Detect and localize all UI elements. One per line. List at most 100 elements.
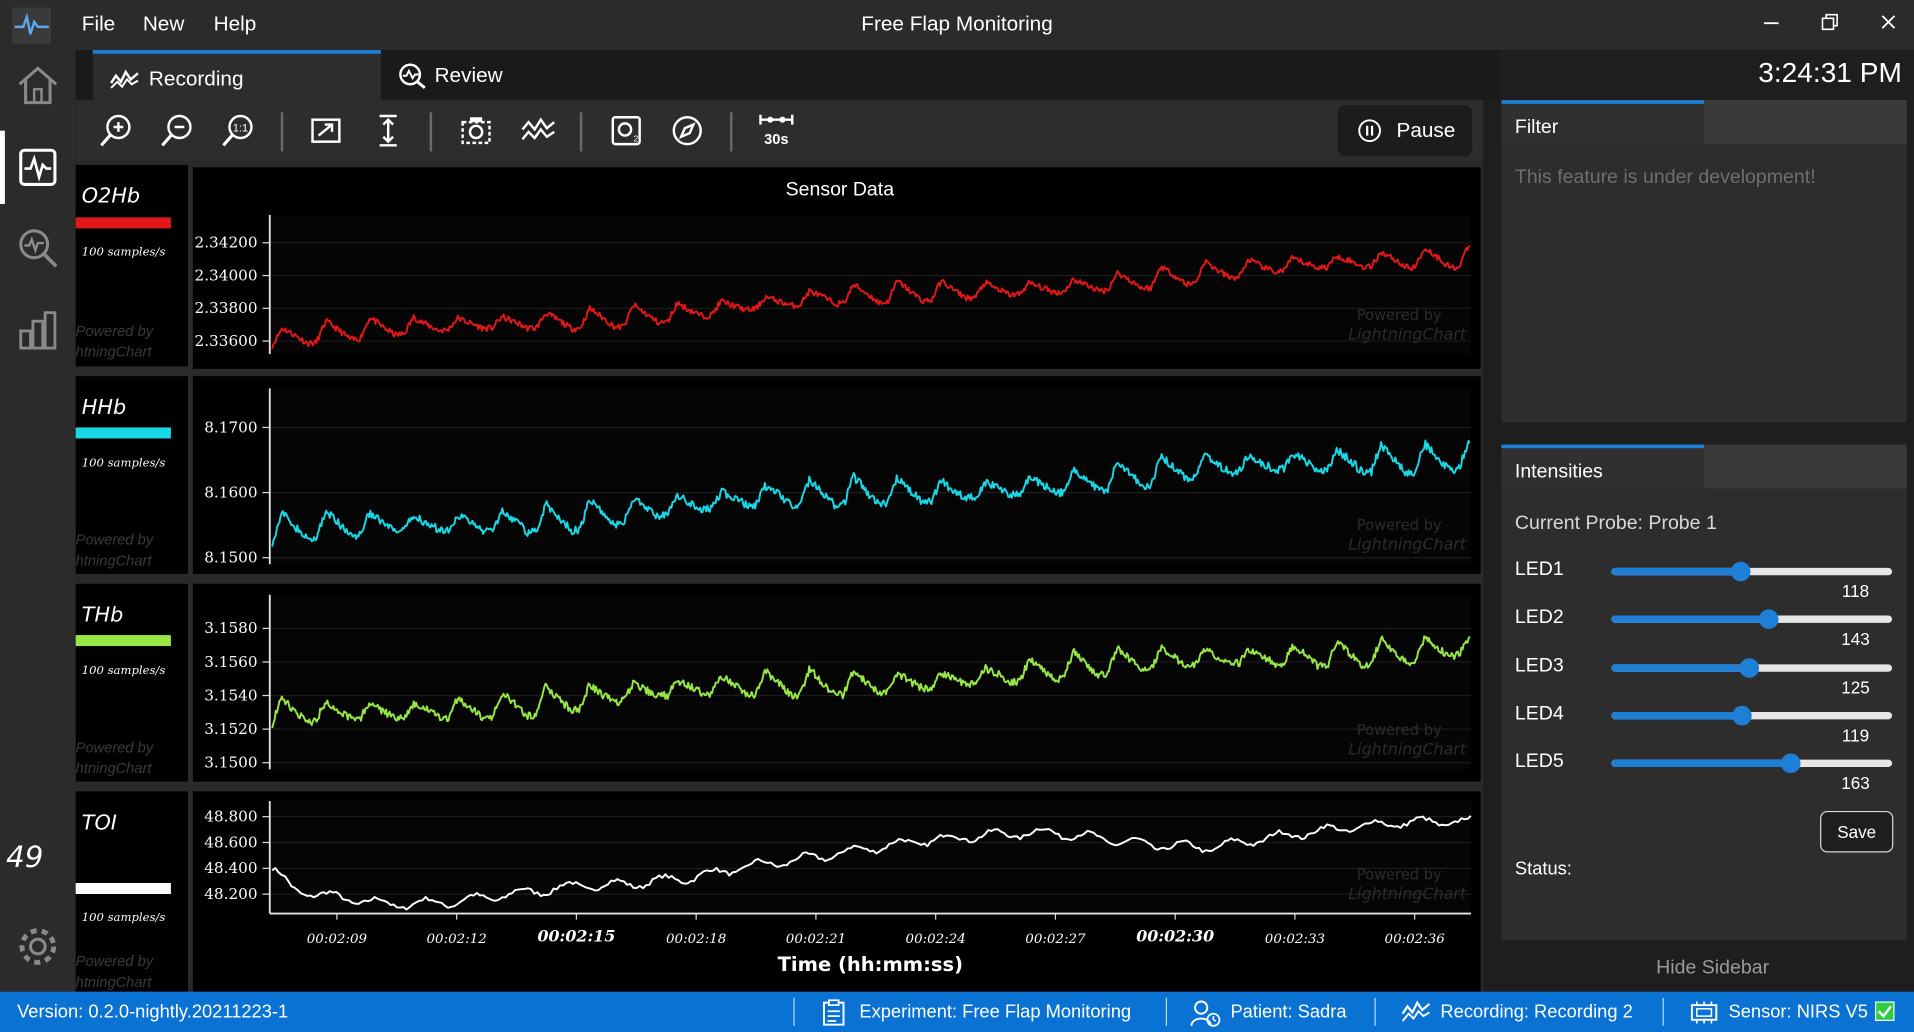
hhb-y-tick-label: 8.1700 [204,418,257,436]
zoom-reset-icon[interactable]: 1:1 [220,112,257,149]
led4-slider[interactable] [1611,705,1893,726]
save-button[interactable]: Save [1820,810,1894,853]
o2hb-rate: 100 samples/s [81,245,166,259]
o2hb-y-tick-label: 2.33600 [195,332,258,350]
svg-text:1:1: 1:1 [233,122,248,134]
tab-review[interactable]: Review [381,50,552,100]
settings-gear-icon[interactable] [15,923,61,969]
toi-y-tick-label: 48.800 [204,808,257,826]
filter-title: Filter [1514,117,1559,139]
watermark-left: Powered by htningChart [75,952,154,991]
intensities-panel: Intensities Current Probe: Probe 1 Save … [1501,444,1907,941]
time-window-icon[interactable]: 30s [757,112,796,151]
o2hb-series-line [271,244,1471,350]
o2hb-watermark-line2: LightningChart [1348,325,1466,344]
compass-icon[interactable] [669,112,706,149]
toi-rate: 100 samples/s [81,911,166,925]
title-bar: File New Help Free Flap Monitoring [0,0,1914,51]
menu-file[interactable]: File [81,12,116,36]
toolbar-separator [579,112,583,152]
x-tick-label: 00:02:12 [427,932,487,947]
led3-slider-fill [1611,663,1749,672]
led1-slider-thumb[interactable] [1731,561,1751,582]
home-icon[interactable] [15,62,61,108]
filter-message: This feature is under development! [1514,167,1816,189]
x-tick-label: 00:02:27 [1025,932,1086,947]
led1-label: LED1 [1514,559,1564,581]
monitor-icon[interactable] [15,144,61,190]
o2hb-plot-area [269,214,1471,355]
led2-slider[interactable] [1611,609,1893,630]
tab-recording[interactable]: Recording [92,50,381,101]
close-button[interactable] [1870,12,1907,38]
bar-chart-icon[interactable] [15,307,61,353]
minimize-icon [1763,22,1779,25]
minimize-button[interactable] [1753,12,1790,38]
version-label: Version: 0.2.0-nightly.20211223-1 [17,1001,289,1023]
x-tick-label: 00:02:21 [786,932,846,947]
status-separator [793,997,795,1026]
fit-view-icon[interactable] [308,112,345,149]
led3-slider-thumb[interactable] [1739,657,1759,678]
time-window-label: 30s [764,132,788,148]
thb-y-tick-label: 3.1580 [204,619,257,637]
x-tick-label: 00:02:36 [1385,932,1446,947]
o2hb-label: O2Hb [81,184,141,209]
x-tick-label: 00:02:24 [906,932,966,947]
sensor-chip-icon [1690,1001,1718,1024]
led2-slider-thumb[interactable] [1758,609,1779,630]
toi-label: TOI [81,810,117,836]
x-tick-label: 00:02:30 [1136,927,1214,946]
x-tick-label: 00:02:18 [666,932,727,947]
o2-sensor-icon[interactable]: 2 [608,112,645,149]
restore-icon [1821,13,1838,31]
led4-label: LED4 [1514,703,1564,725]
led4-value: 119 [1841,725,1870,745]
toi-y-tick-label: 48.200 [204,885,257,903]
clipboard-icon [822,999,845,1026]
thb-legend-card: THb 100 samples/s Powered by htningChart [75,583,188,782]
thb-watermark-line1: Powered by [1357,722,1442,739]
pause-icon [1358,119,1381,143]
app-logo-icon [12,7,52,44]
toolbar-separator [429,112,433,152]
patient-label: Patient: Sadra [1230,1001,1347,1023]
led2-slider-fill [1611,615,1769,624]
zoom-out-icon[interactable] [159,112,196,149]
menu-new[interactable]: New [142,12,185,36]
sensor-ok-icon [1874,1001,1895,1022]
toi-watermark-line1: Powered by [1357,866,1442,883]
led4-slider-thumb[interactable] [1732,705,1753,726]
restore-button[interactable] [1812,12,1849,38]
toi-series-line [271,815,1472,911]
intensities-tab[interactable]: Intensities [1501,444,1705,489]
thb-watermark-line2: LightningChart [1348,740,1466,759]
waveform-icon[interactable] [520,112,557,149]
thb-plot-area [269,594,1471,770]
led1-slider[interactable] [1611,561,1893,582]
zoom-in-icon[interactable] [98,112,135,149]
intensities-tab-filler [1704,444,1907,489]
x-tick-label: 00:02:33 [1265,932,1325,947]
menu-help[interactable]: Help [213,12,257,36]
status-label: Status: [1514,858,1572,880]
hhb-legend-card: HHb 100 samples/s Powered by htningChart [75,376,188,575]
screenshot-icon[interactable] [458,112,495,149]
filter-tab[interactable]: Filter [1501,100,1705,145]
led3-slider[interactable] [1611,657,1893,678]
toi-plot-area [269,801,1471,914]
led5-slider[interactable] [1611,753,1893,774]
hhb-label: HHb [81,395,127,421]
watermark-left: Powered by htningChart [75,738,154,777]
filter-panel: Filter This feature is under development… [1501,100,1907,423]
vertical-fit-icon[interactable] [370,112,407,149]
recording-wave-icon [110,69,139,89]
pause-button[interactable]: Pause [1337,105,1473,157]
led5-slider-thumb[interactable] [1781,753,1801,774]
hhb-plot-area [269,388,1471,565]
o2hb-legend-card: O2Hb 100 samples/s Powered by htningChart [75,164,188,367]
watermark-left: Powered by htningChart [75,531,154,570]
hide-sidebar-button[interactable]: Hide Sidebar [1656,957,1770,979]
review-search-icon[interactable] [15,225,61,271]
